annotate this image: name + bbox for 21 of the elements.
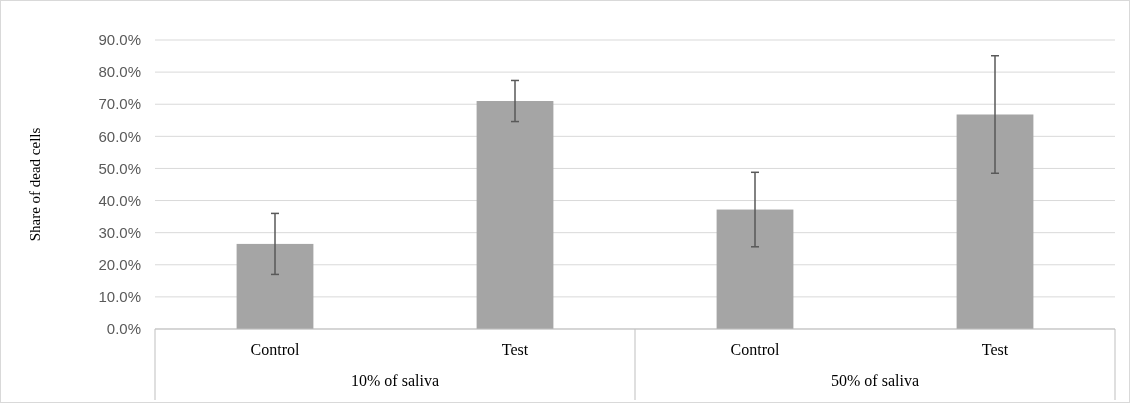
y-tick-label: 60.0% [98, 127, 141, 145]
y-tick-label: 40.0% [98, 191, 141, 209]
y-tick-label: 20.0% [98, 256, 141, 274]
x-tick-label: Test [501, 341, 529, 358]
y-tick-label: 10.0% [98, 288, 141, 306]
y-tick-label: 50.0% [98, 159, 141, 177]
y-tick-label: 70.0% [98, 95, 141, 113]
bar [956, 114, 1034, 329]
y-tick-label: 30.0% [98, 223, 141, 241]
text: 50% of saliva [831, 372, 919, 389]
bar [236, 243, 314, 329]
bar [716, 209, 794, 329]
x-tick-label: Control [730, 341, 780, 358]
text: 10% of saliva [351, 372, 439, 389]
y-tick-label: 90.0% [98, 31, 141, 49]
y-tick-label: 0.0% [106, 320, 141, 338]
y-tick-label: 80.0% [98, 63, 141, 81]
x-tick-label: Test [981, 341, 1009, 358]
y-axis-title: Share of dead cells [27, 127, 43, 242]
x-tick-label: Control [250, 341, 300, 358]
bar [476, 101, 554, 329]
